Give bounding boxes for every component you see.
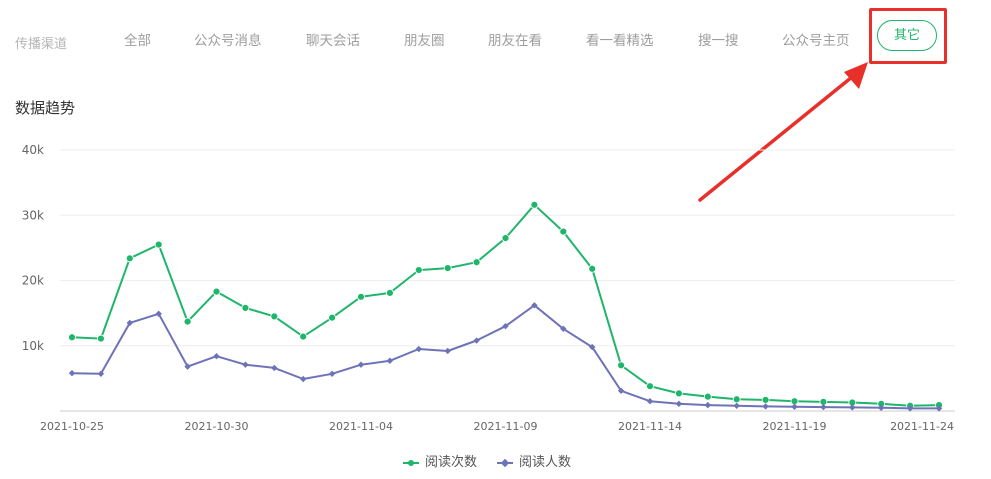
data-point[interactable]	[762, 403, 769, 410]
chart-legend: 阅读次数 阅读人数	[0, 451, 991, 471]
data-point[interactable]	[97, 370, 105, 378]
data-point[interactable]	[154, 240, 163, 249]
data-point[interactable]	[675, 400, 683, 408]
data-point[interactable]	[414, 266, 423, 274]
legend-label: 阅读人数	[519, 455, 572, 470]
data-point[interactable]	[791, 403, 798, 410]
data-point[interactable]	[443, 264, 452, 273]
data-point[interactable]	[646, 382, 654, 391]
tab-friends-watching[interactable]: 朋友在看	[488, 33, 542, 49]
x-tick-label: 2021-11-24	[890, 420, 954, 433]
x-tick-label: 2021-11-19	[763, 420, 827, 433]
data-point[interactable]	[357, 361, 365, 368]
data-point[interactable]	[125, 254, 134, 263]
data-point[interactable]	[820, 403, 827, 411]
data-point[interactable]	[300, 375, 307, 383]
trend-line-chart: 10k 20k 30k 40k 2021-10-25 2021-10-30 2021-11-…	[22, 143, 955, 433]
data-point[interactable]	[935, 405, 943, 412]
highlight-box	[869, 8, 947, 64]
tab-official-account-messages[interactable]: 公众号消息	[194, 33, 262, 49]
channel-label: 传播渠道	[15, 37, 68, 52]
tab-account-homepage[interactable]: 公众号主页	[782, 33, 850, 49]
data-point[interactable]	[241, 304, 250, 312]
legend-item-readers[interactable]: 阅读人数	[497, 451, 571, 470]
data-point[interactable]	[559, 227, 568, 236]
series-line-2	[71, 304, 939, 410]
data-point[interactable]	[183, 317, 192, 326]
data-point[interactable]	[531, 302, 538, 309]
data-point[interactable]	[271, 364, 278, 372]
legend-label: 阅读次数	[425, 455, 478, 470]
tab-chat-sessions[interactable]: 聊天会话	[306, 33, 360, 49]
tab-moments[interactable]: 朋友圈	[404, 33, 445, 49]
legend-item-reads[interactable]: 阅读次数	[403, 451, 477, 470]
tab-search[interactable]: 搜一搜	[698, 33, 739, 49]
data-point[interactable]	[97, 334, 105, 343]
data-point[interactable]	[212, 287, 221, 296]
x-tick-label: 2021-11-14	[618, 420, 682, 433]
legend-diamond-icon	[497, 458, 513, 467]
tab-other[interactable]: 其它	[877, 20, 937, 51]
section-title: 数据趋势	[15, 99, 76, 117]
data-point[interactable]	[589, 343, 596, 351]
data-point[interactable]	[617, 361, 625, 370]
channel-tab-bar: 传播渠道 全部 公众号消息 聊天会话 朋友圈 朋友在看 看一看精选 搜一搜 公众…	[0, 0, 991, 75]
y-tick-label: 40k	[22, 143, 44, 157]
data-point[interactable]	[588, 264, 597, 273]
data-point[interactable]	[501, 234, 510, 242]
data-point[interactable]	[675, 389, 683, 398]
data-point[interactable]	[849, 404, 856, 411]
data-point[interactable]	[906, 405, 914, 412]
data-point[interactable]	[328, 313, 337, 322]
data-point[interactable]	[703, 392, 712, 401]
data-point[interactable]	[184, 363, 191, 370]
data-point[interactable]	[444, 347, 451, 355]
data-point[interactable]	[242, 361, 249, 368]
data-point[interactable]	[761, 396, 770, 404]
data-point[interactable]	[68, 333, 76, 342]
data-point[interactable]	[415, 345, 422, 353]
data-point[interactable]	[299, 332, 308, 341]
data-point[interactable]	[385, 288, 394, 297]
data-point[interactable]	[68, 369, 76, 377]
data-point[interactable]	[878, 404, 885, 411]
data-point[interactable]	[126, 319, 133, 327]
x-tick-label: 2021-11-04	[329, 420, 393, 433]
data-point[interactable]	[213, 352, 220, 360]
data-point[interactable]	[646, 398, 654, 405]
x-tick-label: 2021-11-09	[474, 420, 538, 433]
data-point[interactable]	[704, 401, 711, 409]
y-tick-label: 30k	[22, 208, 44, 222]
data-point[interactable]	[472, 258, 481, 267]
data-point[interactable]	[328, 370, 336, 378]
y-tick-label: 10k	[22, 339, 44, 353]
data-point[interactable]	[560, 325, 567, 332]
data-point[interactable]	[502, 322, 509, 330]
x-tick-label: 2021-10-30	[185, 420, 249, 433]
data-point[interactable]	[357, 292, 365, 301]
data-point[interactable]	[732, 395, 741, 404]
data-point[interactable]	[530, 200, 539, 209]
data-point[interactable]	[733, 402, 740, 409]
x-tick-label: 2021-10-25	[40, 420, 104, 433]
y-tick-label: 20k	[22, 274, 44, 288]
tab-top-stories[interactable]: 看一看精选	[586, 33, 654, 49]
legend-line-icon	[403, 459, 419, 466]
data-point[interactable]	[270, 312, 279, 321]
data-point[interactable]	[155, 310, 162, 317]
data-point[interactable]	[617, 387, 625, 394]
data-point[interactable]	[386, 357, 394, 364]
tab-all[interactable]: 全部	[124, 33, 151, 49]
